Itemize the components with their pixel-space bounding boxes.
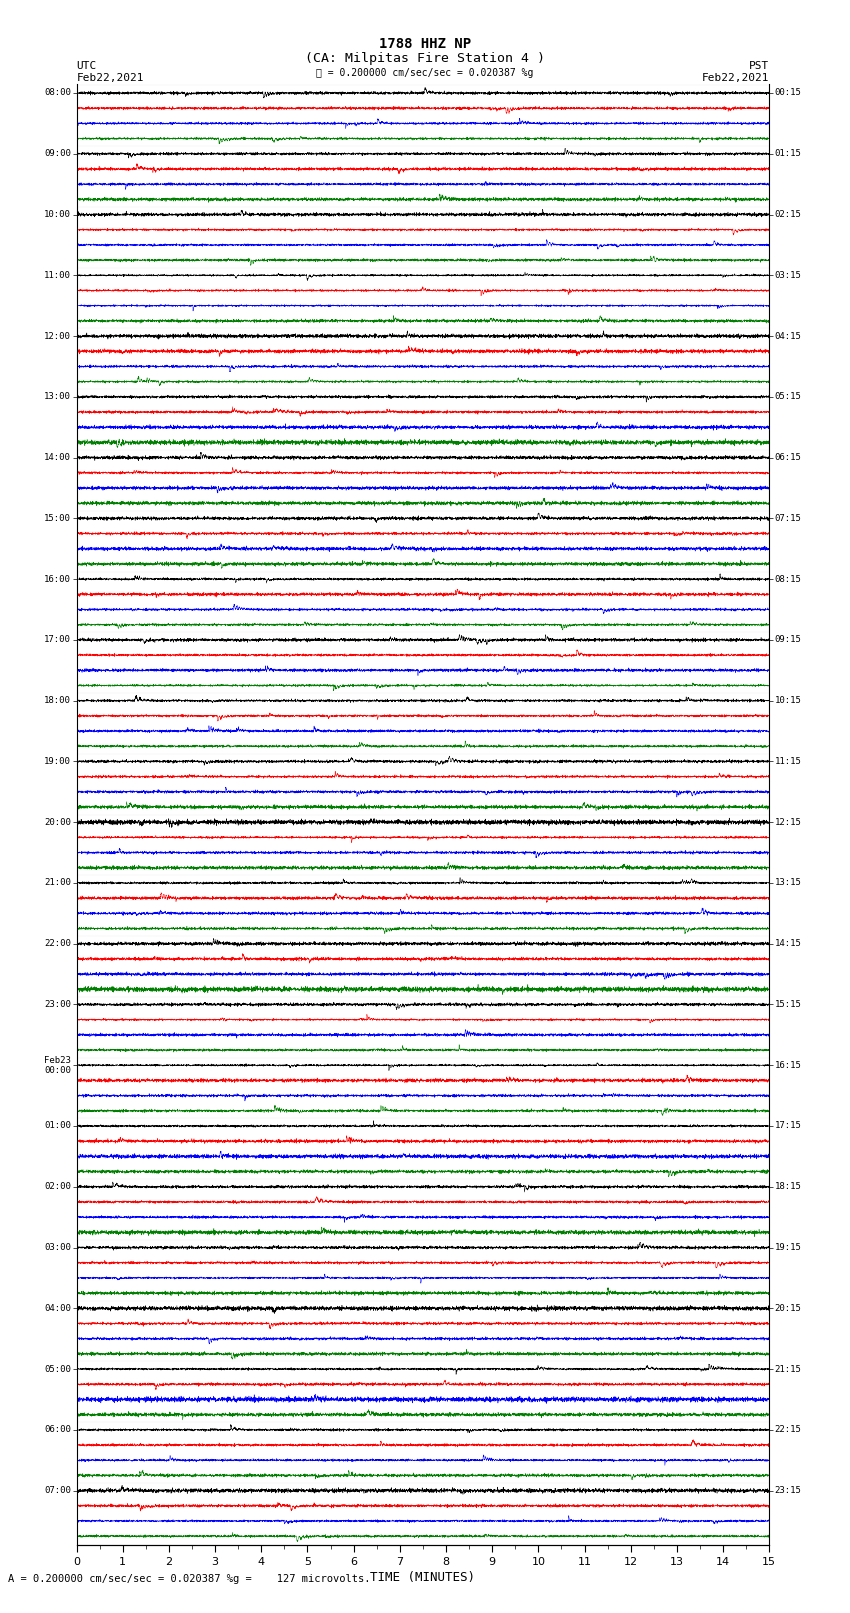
Text: Feb22,2021: Feb22,2021 xyxy=(76,73,144,82)
Text: PST: PST xyxy=(749,61,769,71)
X-axis label: TIME (MINUTES): TIME (MINUTES) xyxy=(371,1571,475,1584)
Text: UTC: UTC xyxy=(76,61,97,71)
Text: ⎹ = 0.200000 cm/sec/sec = 0.020387 %g: ⎹ = 0.200000 cm/sec/sec = 0.020387 %g xyxy=(316,68,534,77)
Text: (CA: Milpitas Fire Station 4 ): (CA: Milpitas Fire Station 4 ) xyxy=(305,52,545,65)
Text: Feb22,2021: Feb22,2021 xyxy=(702,73,769,82)
Text: 1788 HHZ NP: 1788 HHZ NP xyxy=(379,37,471,52)
Text: A = 0.200000 cm/sec/sec = 0.020387 %g =    127 microvolts.: A = 0.200000 cm/sec/sec = 0.020387 %g = … xyxy=(8,1574,371,1584)
